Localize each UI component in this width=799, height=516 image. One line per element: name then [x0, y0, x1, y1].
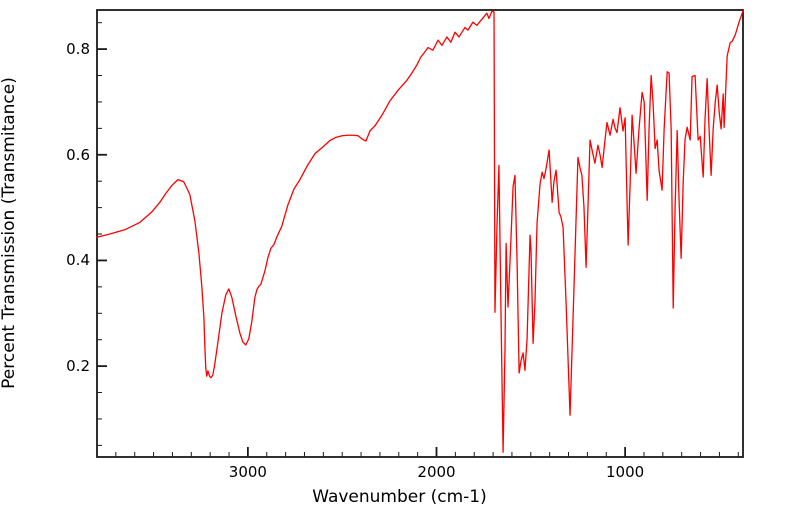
y-tick-label: 0.6 [66, 145, 90, 164]
y-tick-label: 0.2 [66, 357, 90, 376]
y-axis-label: Percent Transmission (Transmitance) [0, 77, 19, 389]
y-tick-label: 0.8 [66, 40, 90, 59]
x-tick-label: 2000 [417, 463, 456, 481]
x-tick-label: 3000 [228, 463, 267, 481]
spectrum-line [96, 9, 744, 453]
plot-border [96, 9, 744, 458]
x-axis-label: Wavenumber (cm-1) [312, 487, 487, 507]
x-tick-label: 1000 [606, 463, 645, 481]
y-tick-label: 0.4 [66, 251, 90, 270]
